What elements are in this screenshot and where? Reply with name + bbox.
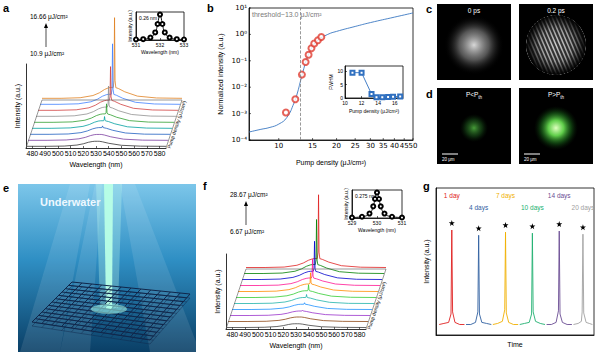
svg-text:480: 480 bbox=[227, 331, 239, 338]
svg-text:532: 532 bbox=[156, 42, 165, 48]
svg-text:Intensity (a.u.): Intensity (a.u.) bbox=[214, 269, 222, 313]
svg-text:10⁻¹: 10⁻¹ bbox=[232, 57, 248, 65]
svg-text:510: 510 bbox=[265, 331, 277, 338]
svg-text:50: 50 bbox=[409, 142, 418, 150]
svg-text:6.67 μJ/cm²: 6.67 μJ/cm² bbox=[230, 228, 265, 236]
html-text:c: c bbox=[426, 3, 433, 15]
svg-text:0.275 nm: 0.275 nm bbox=[355, 193, 376, 199]
svg-text:0: 0 bbox=[340, 95, 343, 101]
html-text:f: f bbox=[203, 180, 207, 192]
svg-text:4 days: 4 days bbox=[469, 204, 489, 212]
svg-text:40: 40 bbox=[390, 142, 399, 150]
svg-text:20: 20 bbox=[332, 142, 341, 150]
svg-text:35: 35 bbox=[379, 142, 388, 150]
html-text:g: g bbox=[423, 180, 430, 192]
html-text:a: a bbox=[3, 2, 10, 14]
svg-text:Wavelength (nm): Wavelength (nm) bbox=[269, 342, 322, 350]
svg-text:580: 580 bbox=[354, 331, 366, 338]
svg-text:Pump density (μJ/cm²): Pump density (μJ/cm²) bbox=[366, 280, 388, 330]
svg-text:550: 550 bbox=[316, 331, 328, 338]
svg-text:520: 520 bbox=[77, 150, 89, 157]
svg-text:540: 540 bbox=[303, 331, 315, 338]
svg-text:Wavelength (nm): Wavelength (nm) bbox=[358, 227, 396, 233]
svg-text:10.9 μJ/cm²: 10.9 μJ/cm² bbox=[30, 50, 65, 58]
svg-text:10: 10 bbox=[337, 68, 343, 74]
svg-text:560: 560 bbox=[328, 331, 340, 338]
svg-text:580: 580 bbox=[154, 150, 166, 157]
svg-text:0 ps: 0 ps bbox=[468, 7, 481, 15]
svg-text:P<Pth: P<Pth bbox=[466, 91, 483, 100]
svg-text:10: 10 bbox=[274, 142, 283, 150]
svg-text:20 days: 20 days bbox=[572, 204, 596, 212]
svg-text:10¹: 10¹ bbox=[235, 4, 247, 12]
svg-text:16.66 μJ/cm²: 16.66 μJ/cm² bbox=[30, 13, 69, 21]
svg-text:Intensity (a.u.): Intensity (a.u.) bbox=[423, 239, 431, 283]
svg-text:12: 12 bbox=[359, 100, 365, 106]
svg-text:529: 529 bbox=[347, 219, 357, 226]
svg-text:FWHM: FWHM bbox=[328, 74, 334, 90]
svg-text:14: 14 bbox=[375, 100, 381, 106]
svg-text:P>Pth: P>Pth bbox=[548, 91, 565, 100]
svg-text:20 μm: 20 μm bbox=[524, 157, 537, 162]
svg-text:Wavelength (nm): Wavelength (nm) bbox=[69, 161, 122, 169]
html-text:e: e bbox=[3, 182, 10, 194]
svg-text:16: 16 bbox=[392, 100, 398, 106]
svg-text:Intensity (a.u.): Intensity (a.u.) bbox=[343, 188, 349, 220]
svg-text:550: 550 bbox=[116, 150, 128, 157]
svg-text:threshold~13.0 μJ/cm²: threshold~13.0 μJ/cm² bbox=[252, 11, 322, 19]
svg-text:15: 15 bbox=[308, 142, 317, 150]
svg-text:533: 533 bbox=[179, 41, 189, 48]
svg-text:Wavelength (nm): Wavelength (nm) bbox=[141, 49, 179, 55]
svg-text:531: 531 bbox=[131, 41, 141, 48]
svg-text:Pump density (μJ/cm²): Pump density (μJ/cm²) bbox=[349, 108, 399, 114]
svg-text:5: 5 bbox=[340, 82, 343, 88]
svg-text:30: 30 bbox=[366, 142, 375, 150]
svg-text:540: 540 bbox=[103, 150, 115, 157]
svg-text:500: 500 bbox=[252, 331, 264, 338]
svg-text:530: 530 bbox=[373, 220, 382, 226]
svg-text:Intensity (a.u.): Intensity (a.u.) bbox=[127, 10, 133, 42]
svg-text:20 μm: 20 μm bbox=[442, 157, 455, 162]
svg-text:560: 560 bbox=[128, 150, 140, 157]
svg-text:Pump density (μJ/cm²): Pump density (μJ/cm²) bbox=[296, 159, 366, 167]
svg-text:10⁰: 10⁰ bbox=[235, 30, 247, 38]
svg-text:1 day: 1 day bbox=[444, 192, 461, 200]
svg-text:10⁻³: 10⁻³ bbox=[232, 110, 248, 118]
svg-text:570: 570 bbox=[141, 150, 153, 157]
html-text:d: d bbox=[426, 88, 433, 100]
svg-text:531: 531 bbox=[397, 219, 407, 226]
svg-text:510: 510 bbox=[65, 150, 77, 157]
svg-text:Underwater: Underwater bbox=[40, 196, 101, 208]
svg-text:530: 530 bbox=[90, 150, 102, 157]
svg-text:Intensity (a.u.): Intensity (a.u.) bbox=[14, 84, 22, 128]
svg-text:500: 500 bbox=[52, 150, 64, 157]
svg-text:7 days: 7 days bbox=[496, 192, 516, 200]
svg-text:570: 570 bbox=[341, 331, 353, 338]
svg-text:490: 490 bbox=[39, 150, 51, 157]
svg-text:0.2 ps: 0.2 ps bbox=[547, 7, 565, 15]
svg-text:520: 520 bbox=[277, 331, 289, 338]
svg-text:10⁻²: 10⁻² bbox=[232, 83, 248, 91]
svg-text:10 days: 10 days bbox=[521, 204, 545, 212]
svg-text:25: 25 bbox=[351, 142, 360, 150]
html-text:b: b bbox=[207, 2, 214, 14]
svg-text:45: 45 bbox=[400, 142, 409, 150]
svg-text:Pump density (μJ/cm²): Pump density (μJ/cm²) bbox=[166, 99, 188, 149]
svg-text:28.67 μJ/cm²: 28.67 μJ/cm² bbox=[230, 191, 269, 199]
svg-text:0.26 nm: 0.26 nm bbox=[139, 15, 157, 21]
svg-text:10⁻⁴: 10⁻⁴ bbox=[232, 136, 248, 144]
svg-text:Time: Time bbox=[507, 341, 522, 348]
svg-text:490: 490 bbox=[239, 331, 251, 338]
svg-text:10: 10 bbox=[342, 100, 348, 106]
svg-text:480: 480 bbox=[27, 150, 39, 157]
svg-text:Normalized intensity (a.u.): Normalized intensity (a.u.) bbox=[217, 33, 225, 114]
svg-text:530: 530 bbox=[290, 331, 302, 338]
svg-text:14 days: 14 days bbox=[548, 192, 572, 200]
